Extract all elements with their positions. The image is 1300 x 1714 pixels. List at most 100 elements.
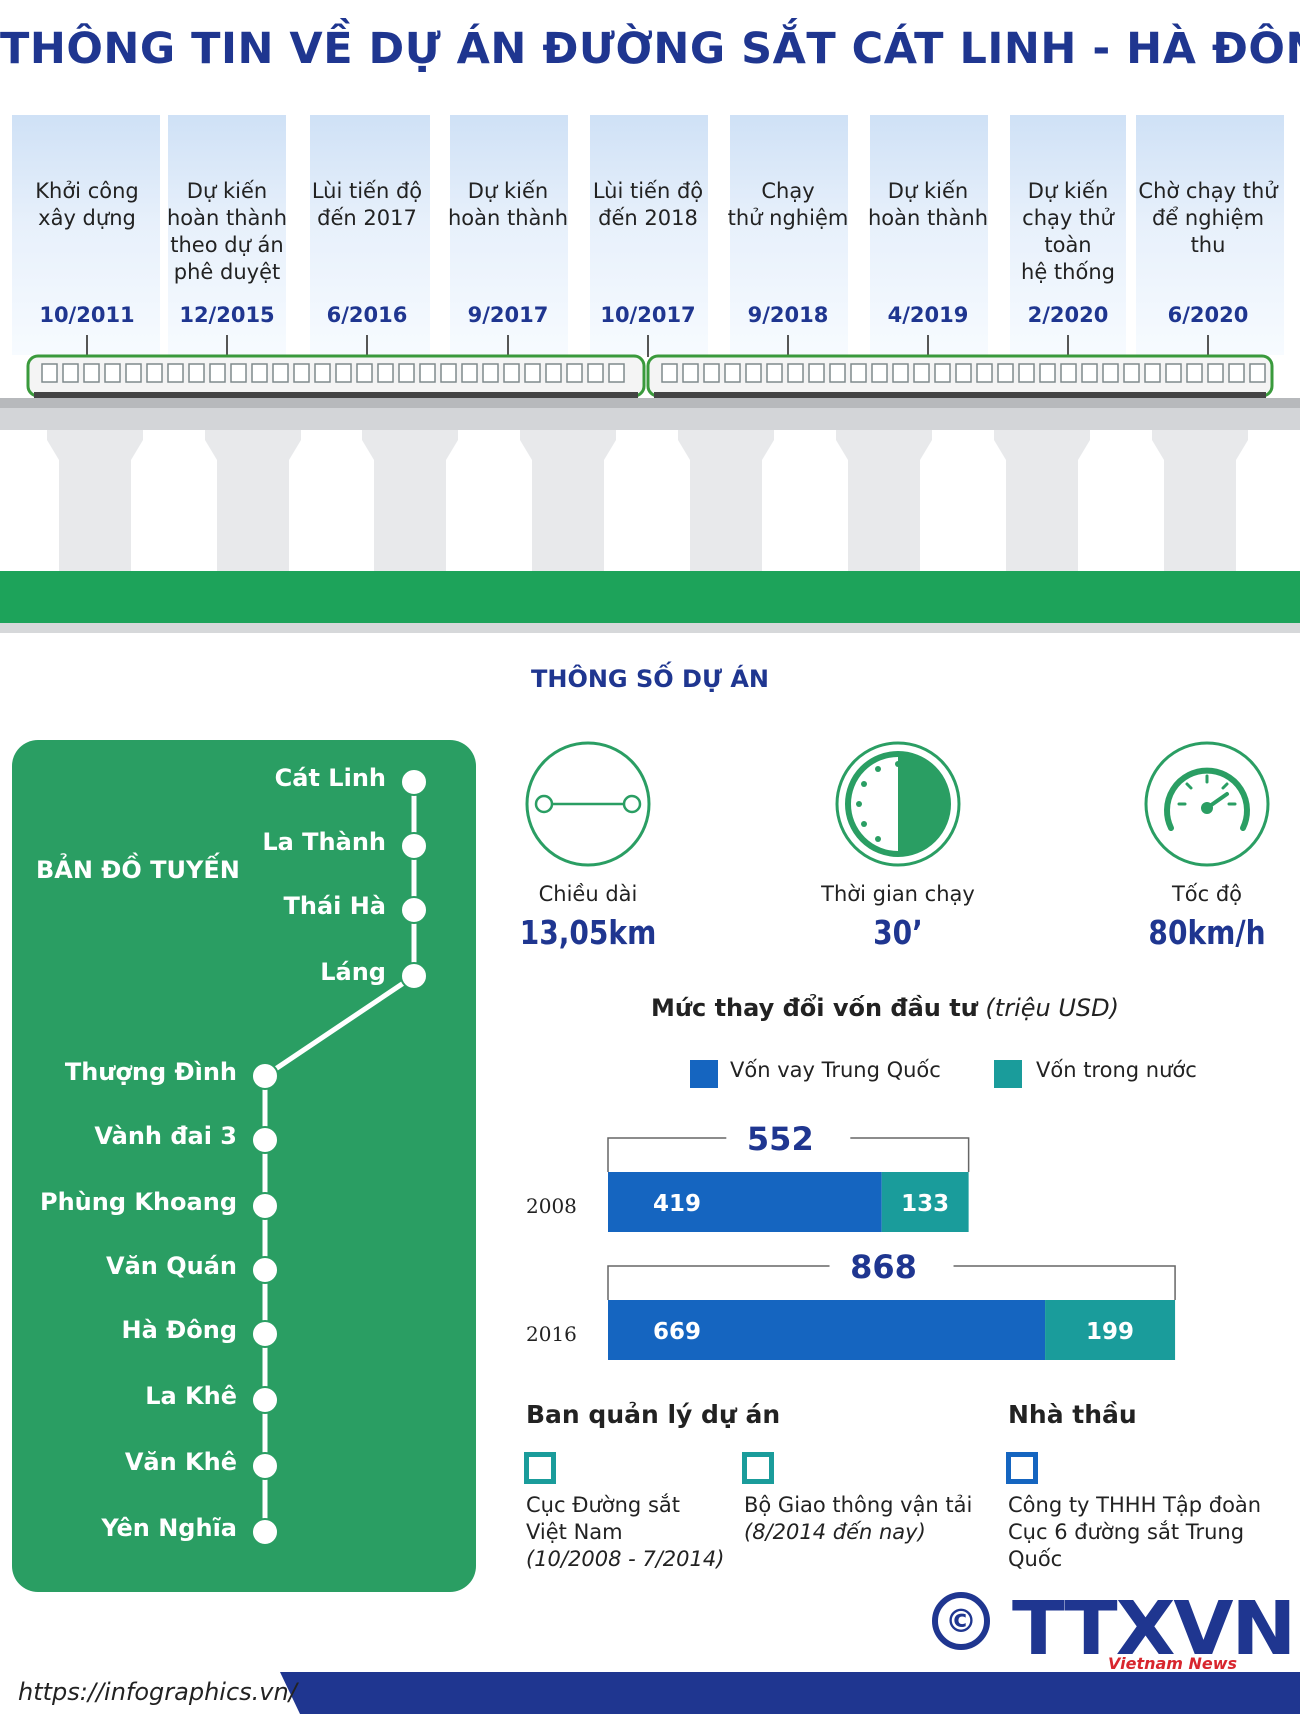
bar-loan-label: 419	[653, 1191, 701, 1217]
timeline-item: Dự kiến hoàn thành 9/2017	[433, 178, 583, 327]
mgmt-2-marker	[742, 1452, 774, 1484]
station-label: Văn Quán	[106, 1252, 237, 1280]
timeline-tick	[507, 335, 509, 357]
timeline-item: Dự kiến hoàn thành theo dự án phê duyệt 1…	[152, 178, 302, 327]
copyright-icon: ©	[932, 1592, 990, 1650]
train-car	[26, 354, 646, 398]
speed-label: Tốc độ	[1171, 882, 1243, 906]
timeline-desc: Dự kiến chạy thử toàn hệ thống	[1021, 179, 1115, 284]
timeline-date: 10/2011	[39, 303, 135, 327]
total-bracket	[607, 1265, 1176, 1300]
clock-icon	[835, 741, 961, 867]
timeline-tick	[787, 335, 789, 357]
total-bracket	[607, 1137, 970, 1172]
station-dot	[251, 1126, 279, 1154]
station-label: Vành đai 3	[94, 1122, 237, 1150]
mgmt-2: Bộ Giao thông vận tải (8/2014 đến nay)	[744, 1492, 972, 1546]
total-label: 552	[747, 1120, 814, 1158]
legend-swatch-domestic	[994, 1060, 1022, 1088]
distance-icon	[525, 741, 651, 867]
bar-domestic	[881, 1172, 969, 1232]
ttxvn-logo: TTXVN	[1012, 1586, 1296, 1672]
timeline-desc: Khởi công xây dựng	[35, 179, 139, 230]
legend-swatch-loan	[690, 1060, 718, 1088]
timeline-tick	[647, 335, 649, 357]
chart-title-main: Mức thay đổi vốn đầu tư	[651, 994, 978, 1022]
contractor: Công ty THHH Tập đoàn Cục 6 đường sắt Tr…	[1008, 1492, 1300, 1573]
mgmt-2-name: Bộ Giao thông vận tải	[744, 1493, 973, 1517]
legend-label-loan: Vốn vay Trung Quốc	[730, 1058, 941, 1082]
length-value: 13,05km	[519, 913, 657, 952]
viaduct-pillar	[836, 430, 932, 571]
timeline-item: Khởi công xây dựng 10/2011	[12, 178, 162, 327]
station-label: Thái Hà	[283, 892, 386, 920]
station-dot	[400, 768, 428, 796]
station-label: Thượng Đình	[64, 1058, 237, 1086]
viaduct-pillar	[362, 430, 458, 571]
runtime-label: Thời gian chạy	[821, 882, 975, 906]
timeline-desc: Lùi tiến độ đến 2018	[592, 179, 704, 230]
footer-url[interactable]: https://infographics.vn/	[18, 1678, 297, 1706]
timeline-tick	[927, 335, 929, 357]
chart-title-unit: (triệu USD)	[985, 994, 1119, 1022]
timeline-date: 9/2017	[467, 303, 549, 327]
timeline-item: Chờ chạy thử để nghiệm thu 6/2020	[1133, 178, 1283, 327]
viaduct-pillar	[205, 430, 301, 571]
station-label: Yên Nghĩa	[101, 1514, 237, 1542]
mgmt-1: Cục Đường sắt Việt Nam (10/2008 - 7/2014…	[526, 1492, 724, 1573]
station-dot	[251, 1518, 279, 1546]
timeline-date: 6/2016	[326, 303, 408, 327]
timeline-column	[450, 115, 568, 355]
station-dot	[400, 896, 428, 924]
station-label: La Khê	[145, 1382, 237, 1410]
mgmt-1-marker	[524, 1452, 556, 1484]
timeline-column	[310, 115, 430, 355]
runtime-value: 30’	[873, 913, 923, 952]
timeline-desc: Chạy thử nghiệm	[727, 179, 849, 230]
bar-loan	[608, 1300, 1046, 1360]
timeline-column	[168, 115, 286, 355]
timeline-desc: Dự kiến hoàn thành	[867, 179, 989, 230]
timeline-tick	[1067, 335, 1069, 357]
timeline-item: Chạy thử nghiệm 9/2018	[713, 178, 863, 327]
timeline-desc: Dự kiến hoàn thành theo dự án phê duyệt	[166, 179, 288, 284]
viaduct-pillar	[520, 430, 616, 571]
timeline-desc: Lùi tiến độ đến 2017	[311, 179, 423, 230]
station-label: Láng	[320, 958, 386, 986]
station-dot	[400, 832, 428, 860]
mgmt-2-period: (8/2014 đến nay)	[744, 1520, 926, 1544]
timeline-tick	[226, 335, 228, 357]
timeline-date: 10/2017	[600, 303, 696, 327]
params-title: THÔNG SỐ DỰ ÁN	[530, 665, 770, 693]
bar-domestic-label: 199	[1086, 1319, 1134, 1345]
train-viaduct-illustration	[0, 354, 1300, 633]
bar-loan	[608, 1172, 882, 1232]
total-label-bg	[726, 1122, 851, 1154]
contractor-title: Nhà thầu	[1008, 1400, 1137, 1429]
speedometer-icon	[1144, 741, 1270, 867]
timeline-item: Dự kiến hoàn thành 4/2019	[853, 178, 1003, 327]
station-dot	[251, 1452, 279, 1480]
timeline-column	[1136, 115, 1284, 355]
station-label: Văn Khê	[124, 1448, 237, 1476]
viaduct-pillar	[678, 430, 774, 571]
timeline-item: Dự kiến chạy thử toàn hệ thống 2/2020	[993, 178, 1143, 327]
length-label: Chiều dài	[538, 882, 638, 906]
timeline-column	[1010, 115, 1126, 355]
timeline-desc: Dự kiến hoàn thành	[447, 179, 569, 230]
timeline-date: 9/2018	[747, 303, 829, 327]
timeline-column	[12, 115, 160, 355]
mgmt-1-period: (10/2008 - 7/2014)	[526, 1547, 725, 1571]
category-label: 2016	[526, 1322, 577, 1346]
chart-title: Mức thay đổi vốn đầu tư (triệu USD)	[560, 994, 1210, 1022]
bar-loan-label: 669	[653, 1319, 701, 1345]
station-label: La Thành	[262, 828, 386, 856]
station-dot	[251, 1386, 279, 1414]
station-label: Hà Đông	[121, 1316, 238, 1344]
route-map: BẢN ĐỒ TUYẾN Cát Linh La Thành Thái Hà Láng…	[12, 740, 476, 1592]
bar-domestic	[1045, 1300, 1176, 1360]
mgmt-title: Ban quản lý dự án	[526, 1400, 781, 1429]
station-dot	[251, 1256, 279, 1284]
station-dot	[251, 1192, 279, 1220]
station-dot	[251, 1062, 279, 1090]
